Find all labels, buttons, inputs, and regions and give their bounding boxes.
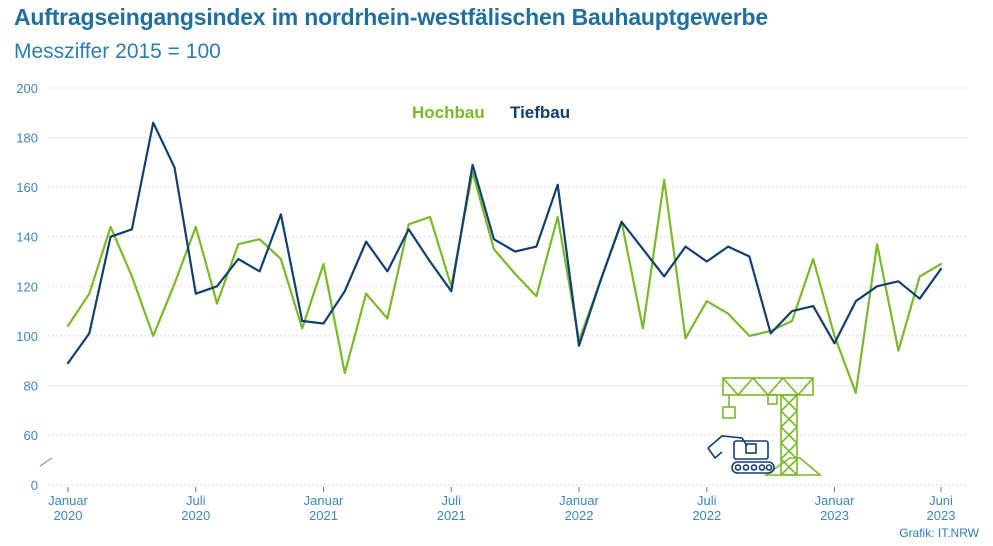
grid-lines <box>48 87 966 486</box>
x-tick-label: Juli <box>442 493 462 508</box>
crane-and-excavator-icon <box>707 376 823 476</box>
series-line-hochbau <box>66 171 943 394</box>
y-tick-label: 140 <box>16 230 38 245</box>
y-tick-label: 120 <box>16 279 38 294</box>
x-tick-year: 2023 <box>820 508 849 523</box>
x-tick-year: 2020 <box>54 508 83 523</box>
y-tick-label: 160 <box>16 180 38 195</box>
legend: Hochbau Tiefbau <box>412 103 570 122</box>
y-tick-label: 100 <box>16 329 38 344</box>
x-tick-label: Juni <box>929 493 953 508</box>
x-tick-year: 2020 <box>181 508 210 523</box>
axis-break-mark <box>39 457 54 467</box>
x-tick-label: Januar <box>815 493 855 508</box>
y-tick-label: 180 <box>16 131 38 146</box>
series-line-tiefbau <box>66 121 943 365</box>
x-tick-label: Januar <box>48 493 88 508</box>
chart-title: Auftragseingangsindex im nordrhein-westf… <box>14 4 768 30</box>
x-tick-label: Juli <box>697 493 717 508</box>
x-tick-year: 2022 <box>565 508 594 523</box>
x-tick-label: Januar <box>304 493 344 508</box>
axis-break-line <box>39 457 53 467</box>
y-tick-label: 60 <box>24 428 38 443</box>
y-axis-ticks: 0 60 80 100 120 140 160 180 200 <box>16 81 38 493</box>
y-tick-label: 80 <box>24 378 38 393</box>
y-tick-label: 200 <box>16 81 38 96</box>
graphic-credit: Grafik: IT.NRW <box>899 526 979 540</box>
x-tick-year: 2023 <box>927 508 956 523</box>
x-tick-label: Januar <box>559 493 599 508</box>
x-tick-label: Juli <box>186 493 206 508</box>
data-lines <box>66 121 943 394</box>
legend-hochbau: Hochbau <box>412 103 485 122</box>
legend-tiefbau: Tiefbau <box>510 103 570 122</box>
x-tick-year: 2021 <box>437 508 466 523</box>
y-tick-label: 0 <box>31 478 38 493</box>
chart-subtitle: Messziffer 2015 = 100 <box>14 40 221 63</box>
x-tick-year: 2022 <box>692 508 721 523</box>
x-axis-ticks: Januar2020Juli2020Januar2021Juli2021Janu… <box>48 487 955 523</box>
x-tick-year: 2021 <box>309 508 338 523</box>
